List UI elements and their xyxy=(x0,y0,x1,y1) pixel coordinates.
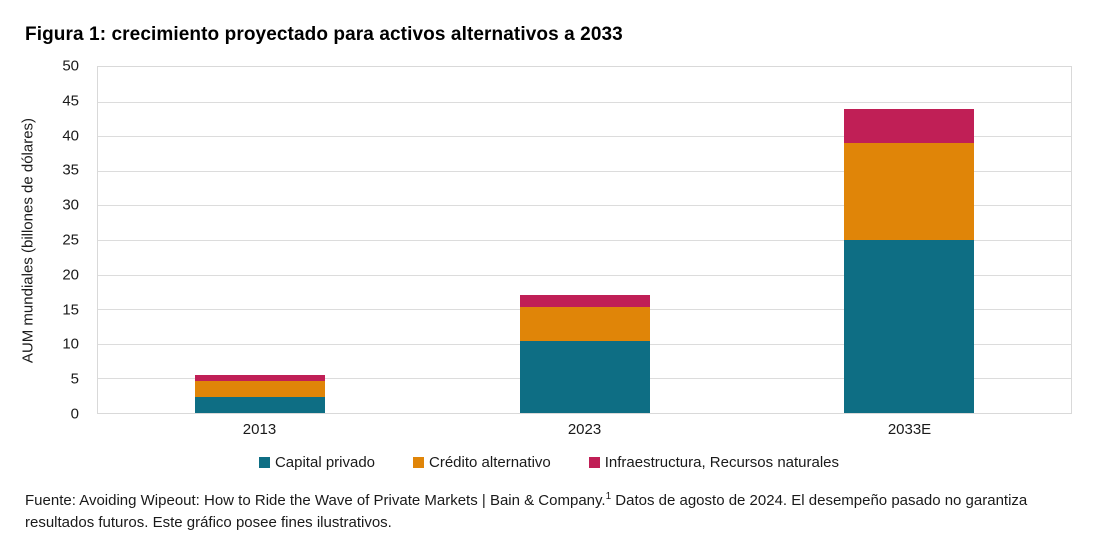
y-tick-label: 50 xyxy=(62,57,79,75)
y-tick-label: 35 xyxy=(62,161,79,179)
bar-segment xyxy=(519,307,650,342)
y-axis-ticks: 0 5 10 15 20 25 30 35 40 45 50 xyxy=(45,58,87,423)
y-tick-label: 10 xyxy=(62,335,79,353)
bar-segment xyxy=(843,143,974,240)
y-tick-label: 30 xyxy=(62,196,79,214)
legend-swatch-icon xyxy=(413,457,425,468)
legend-label: Infraestructura, Recursos naturales xyxy=(604,454,840,471)
y-tick-label: 20 xyxy=(62,266,79,284)
y-tick-label: 0 xyxy=(70,405,79,423)
legend-swatch-icon xyxy=(258,457,270,468)
bar-segment xyxy=(195,374,326,382)
bar-segment xyxy=(519,294,650,308)
y-tick-label: 15 xyxy=(62,301,79,319)
source-note-text-2: Datos de agosto de 2024. El desempeño pa… xyxy=(25,492,1028,531)
y-tick-label: 40 xyxy=(62,127,79,145)
legend-label: Crédito alternativo xyxy=(429,454,551,471)
source-note-text: Fuente: Avoiding Wipeout: How to Ride th… xyxy=(25,492,606,509)
y-tick-label: 25 xyxy=(62,231,79,249)
legend-item: Crédito alternativo xyxy=(413,454,551,471)
footnote-marker: 1 xyxy=(605,491,612,502)
bar-2023 xyxy=(519,294,650,413)
source-note: Fuente: Avoiding Wipeout: How to Ride th… xyxy=(25,490,1083,534)
legend: Capital privado Crédito alternativo Infrae… xyxy=(0,454,1098,471)
y-tick-label: 45 xyxy=(62,92,79,110)
gridline xyxy=(98,101,1071,103)
bar-2013 xyxy=(195,374,326,413)
bar-segment xyxy=(519,341,650,413)
gridline xyxy=(98,274,1071,276)
plot-area xyxy=(97,66,1072,414)
bar-segment xyxy=(843,108,974,144)
gridline xyxy=(98,170,1071,172)
plot-wrap xyxy=(97,66,1072,414)
x-tick-label: 2033E xyxy=(887,421,932,438)
gridline xyxy=(98,205,1071,207)
x-tick-label: 2023 xyxy=(567,421,602,438)
x-axis-labels: 2013 2023 2033E xyxy=(97,421,1072,441)
legend-item: Capital privado xyxy=(258,454,376,471)
bar-2033E xyxy=(843,108,974,413)
bar-segment xyxy=(843,240,974,413)
legend-label: Capital privado xyxy=(274,454,376,471)
chart-title: Figura 1: crecimiento proyectado para ac… xyxy=(25,24,623,45)
y-tick-label: 5 xyxy=(70,370,79,388)
y-axis-title: AUM mundiales (billones de dólares) xyxy=(19,117,37,364)
legend-item: Infraestructura, Recursos naturales xyxy=(588,454,840,471)
legend-swatch-icon xyxy=(588,457,600,468)
gridline xyxy=(98,240,1071,241)
x-tick-label: 2013 xyxy=(242,421,277,438)
gridline xyxy=(98,136,1071,138)
bar-segment xyxy=(195,381,326,398)
bar-segment xyxy=(195,397,326,413)
